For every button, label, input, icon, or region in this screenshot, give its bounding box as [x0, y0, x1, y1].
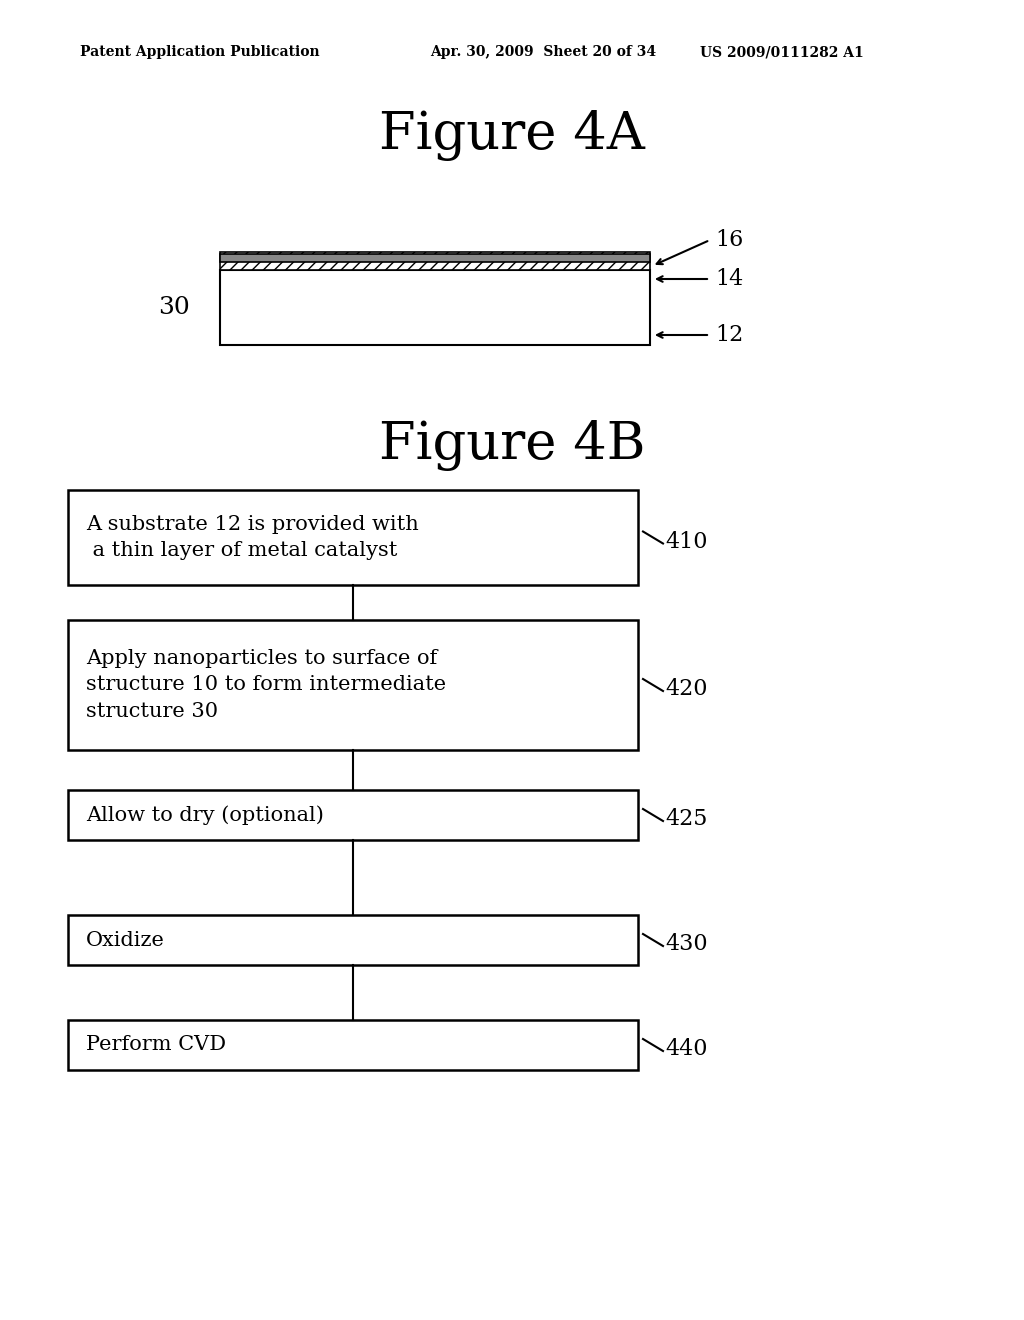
Text: Oxidize: Oxidize	[86, 931, 165, 949]
Text: Apply nanoparticles to surface of
structure 10 to form intermediate
structure 30: Apply nanoparticles to surface of struct…	[86, 649, 446, 721]
Text: 425: 425	[665, 808, 708, 830]
Text: 14: 14	[715, 268, 743, 290]
Text: 430: 430	[665, 933, 708, 954]
Bar	[68, 789, 638, 840]
Text: A substrate 12 is provided with
 a thin layer of metal catalyst: A substrate 12 is provided with a thin l…	[86, 515, 419, 560]
Text: 12: 12	[715, 323, 743, 346]
Text: Patent Application Publication: Patent Application Publication	[80, 45, 319, 59]
Text: Allow to dry (optional): Allow to dry (optional)	[86, 805, 324, 825]
Bar	[68, 915, 638, 965]
Bar	[68, 490, 638, 585]
Bar	[68, 1020, 638, 1071]
Text: 440: 440	[665, 1038, 708, 1060]
Bar	[220, 271, 650, 345]
Text: 420: 420	[665, 678, 708, 700]
Text: 16: 16	[715, 228, 743, 251]
Text: Figure 4B: Figure 4B	[379, 420, 645, 471]
Text: 410: 410	[665, 531, 708, 553]
Bar	[220, 252, 650, 271]
Bar	[220, 253, 650, 261]
Text: Perform CVD: Perform CVD	[86, 1035, 226, 1055]
Bar	[68, 620, 638, 750]
Text: Figure 4A: Figure 4A	[379, 110, 645, 161]
Text: US 2009/0111282 A1: US 2009/0111282 A1	[700, 45, 864, 59]
Text: 30: 30	[159, 296, 190, 319]
Text: Apr. 30, 2009  Sheet 20 of 34: Apr. 30, 2009 Sheet 20 of 34	[430, 45, 656, 59]
